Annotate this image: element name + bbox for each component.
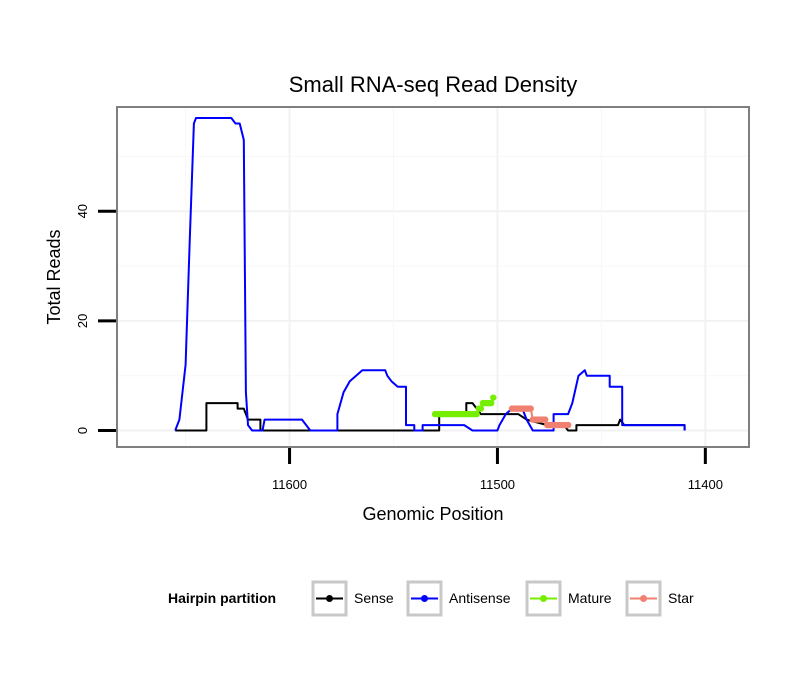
series-line-antisense [174, 117, 686, 432]
data-point-star [564, 421, 572, 429]
data-point-mature [490, 394, 497, 401]
legend-item-antisense: Antisense [406, 580, 511, 617]
x-tick-label: 11500 [480, 477, 515, 492]
series-layer [174, 117, 686, 432]
y-axis-title: Total Reads [44, 229, 64, 324]
legend-items: Sense Antisense Mature Star [311, 580, 694, 617]
legend-title: Hairpin partition [168, 590, 276, 606]
data-point-star [527, 405, 534, 412]
legend-key-dot [540, 595, 547, 602]
y-tick-label: 0 [75, 427, 90, 434]
x-axis-title: Genomic Position [362, 504, 503, 524]
legend-label-mature: Mature [568, 590, 612, 606]
legend-item-sense: Sense [311, 580, 394, 617]
legend-item-mature: Mature [525, 580, 612, 617]
legend-label-sense: Sense [354, 590, 394, 606]
legend-label-antisense: Antisense [449, 590, 511, 606]
data-point-mature [473, 410, 480, 418]
legend-key-dot [640, 595, 647, 602]
x-tick-label: 11400 [688, 477, 723, 492]
x-tick-label: 11600 [272, 477, 307, 492]
series-star [508, 405, 572, 429]
data-point-mature [477, 405, 485, 412]
y-tick-label: 20 [75, 314, 90, 328]
series-mature [431, 394, 497, 418]
data-point-star [542, 416, 549, 423]
legend: Hairpin partition Sense Antisense Mature St… [168, 580, 694, 617]
plot-border [116, 106, 750, 448]
y-axis: 0 20 40 [75, 204, 116, 434]
legend-key-dot [326, 595, 333, 602]
legend-item-star: Star [625, 580, 694, 617]
chart-title: Small RNA-seq Read Density [289, 72, 578, 97]
data-point-mature [488, 399, 495, 407]
plot-background [117, 107, 749, 447]
x-axis: 11600 11500 11400 [272, 448, 723, 492]
legend-key-dot [421, 595, 428, 602]
grid-lines [117, 107, 749, 447]
series-sense [175, 402, 686, 432]
legend-label-star: Star [668, 590, 694, 606]
series-line-sense [175, 402, 686, 432]
series-antisense [174, 117, 686, 432]
y-tick-label: 40 [75, 204, 90, 218]
